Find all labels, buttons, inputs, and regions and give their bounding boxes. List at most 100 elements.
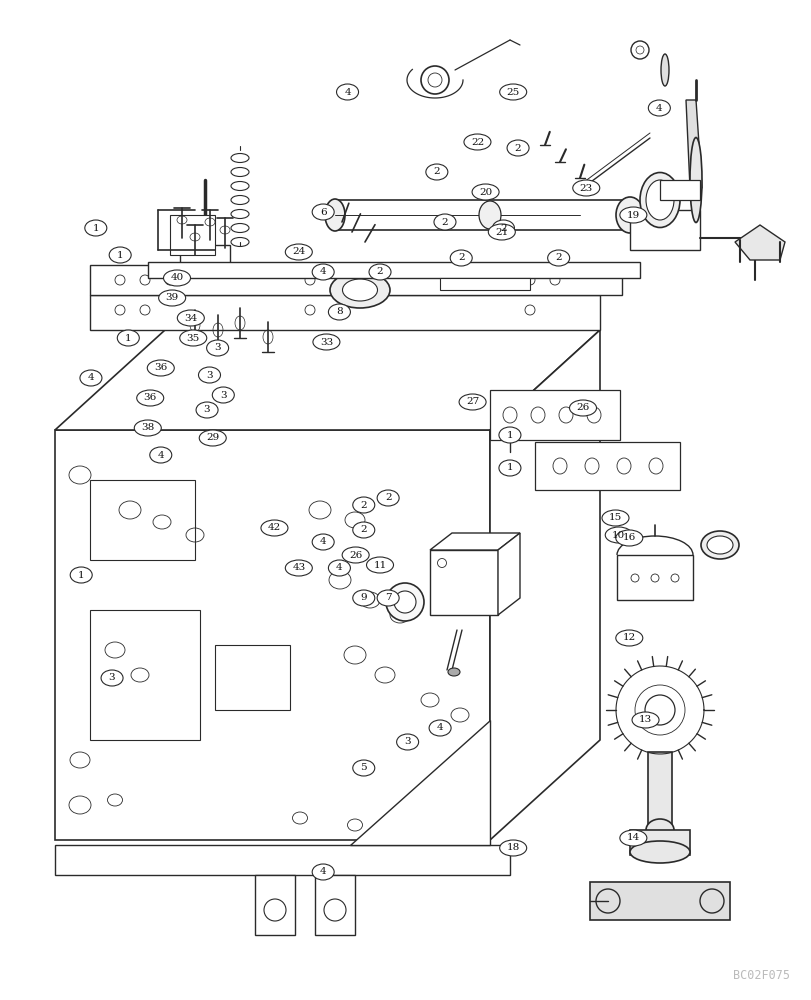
Ellipse shape bbox=[117, 330, 139, 346]
Ellipse shape bbox=[101, 670, 123, 686]
Ellipse shape bbox=[604, 527, 632, 543]
Ellipse shape bbox=[352, 760, 375, 776]
Ellipse shape bbox=[433, 214, 456, 230]
Ellipse shape bbox=[425, 164, 448, 180]
Text: 2: 2 bbox=[360, 526, 367, 534]
Text: 2: 2 bbox=[384, 493, 391, 502]
Text: 3: 3 bbox=[404, 737, 410, 746]
Text: 29: 29 bbox=[206, 434, 219, 442]
Ellipse shape bbox=[700, 531, 738, 559]
Polygon shape bbox=[534, 442, 679, 490]
Ellipse shape bbox=[396, 734, 418, 750]
Text: 1: 1 bbox=[117, 250, 123, 259]
Ellipse shape bbox=[615, 630, 642, 646]
Text: 40: 40 bbox=[170, 273, 183, 282]
Ellipse shape bbox=[328, 304, 350, 320]
Text: 26: 26 bbox=[349, 550, 362, 560]
Ellipse shape bbox=[177, 310, 204, 326]
Text: 36: 36 bbox=[144, 393, 157, 402]
Ellipse shape bbox=[487, 224, 515, 240]
Text: 36: 36 bbox=[154, 363, 167, 372]
Polygon shape bbox=[90, 480, 195, 560]
Ellipse shape bbox=[471, 184, 499, 200]
Text: 2: 2 bbox=[441, 218, 448, 227]
Ellipse shape bbox=[195, 402, 218, 418]
Text: 5: 5 bbox=[360, 764, 367, 772]
Ellipse shape bbox=[463, 134, 491, 150]
Ellipse shape bbox=[619, 207, 646, 223]
Polygon shape bbox=[489, 330, 599, 840]
Text: 7: 7 bbox=[384, 593, 391, 602]
Ellipse shape bbox=[84, 220, 107, 236]
Text: 27: 27 bbox=[466, 397, 478, 406]
Ellipse shape bbox=[79, 370, 102, 386]
Text: 21: 21 bbox=[495, 228, 508, 237]
Text: 1: 1 bbox=[125, 334, 131, 343]
Ellipse shape bbox=[646, 819, 673, 841]
Text: 2: 2 bbox=[376, 267, 383, 276]
Ellipse shape bbox=[163, 270, 191, 286]
Polygon shape bbox=[180, 245, 230, 270]
Polygon shape bbox=[148, 262, 639, 278]
Ellipse shape bbox=[706, 536, 732, 554]
Ellipse shape bbox=[311, 864, 334, 880]
Text: 2: 2 bbox=[514, 144, 521, 153]
Polygon shape bbox=[255, 875, 294, 935]
Text: 6: 6 bbox=[320, 208, 326, 217]
Text: 3: 3 bbox=[220, 390, 226, 399]
Ellipse shape bbox=[352, 590, 375, 606]
Text: 4: 4 bbox=[436, 723, 443, 732]
Ellipse shape bbox=[385, 583, 423, 621]
Text: 24: 24 bbox=[292, 247, 305, 256]
Ellipse shape bbox=[352, 497, 375, 513]
Text: 13: 13 bbox=[638, 715, 651, 724]
Text: 19: 19 bbox=[626, 211, 639, 220]
Ellipse shape bbox=[428, 720, 451, 736]
Ellipse shape bbox=[478, 201, 500, 229]
Text: 1: 1 bbox=[78, 570, 84, 579]
Ellipse shape bbox=[689, 138, 702, 223]
Ellipse shape bbox=[134, 420, 161, 436]
Text: 3: 3 bbox=[204, 405, 210, 414]
Ellipse shape bbox=[449, 250, 472, 266]
Text: 2: 2 bbox=[555, 253, 561, 262]
Polygon shape bbox=[215, 645, 290, 710]
Text: 16: 16 bbox=[622, 534, 635, 542]
Text: 15: 15 bbox=[608, 514, 621, 522]
Ellipse shape bbox=[619, 830, 646, 846]
Polygon shape bbox=[647, 752, 672, 830]
Text: 4: 4 bbox=[320, 267, 326, 276]
Ellipse shape bbox=[341, 547, 369, 563]
Polygon shape bbox=[430, 533, 519, 550]
Ellipse shape bbox=[639, 173, 679, 228]
Text: 10: 10 bbox=[611, 530, 624, 540]
Text: 4: 4 bbox=[655, 104, 662, 113]
Text: 38: 38 bbox=[141, 423, 154, 432]
Ellipse shape bbox=[616, 197, 643, 233]
Text: 9: 9 bbox=[360, 593, 367, 602]
Polygon shape bbox=[734, 225, 784, 260]
Polygon shape bbox=[489, 390, 620, 440]
Ellipse shape bbox=[199, 430, 226, 446]
Text: 2: 2 bbox=[360, 500, 367, 510]
Ellipse shape bbox=[615, 530, 642, 546]
Ellipse shape bbox=[147, 360, 174, 376]
Text: 8: 8 bbox=[336, 308, 342, 316]
Ellipse shape bbox=[329, 272, 389, 308]
Text: 22: 22 bbox=[470, 138, 483, 147]
Polygon shape bbox=[335, 200, 629, 230]
Text: 3: 3 bbox=[206, 370, 212, 379]
Ellipse shape bbox=[212, 387, 234, 403]
Text: 20: 20 bbox=[478, 188, 491, 197]
Text: 1: 1 bbox=[506, 464, 513, 473]
Ellipse shape bbox=[601, 510, 629, 526]
Polygon shape bbox=[55, 430, 489, 840]
Ellipse shape bbox=[366, 557, 393, 573]
Text: 2: 2 bbox=[433, 167, 440, 176]
Text: 25: 25 bbox=[506, 88, 519, 97]
Text: 42: 42 bbox=[268, 524, 281, 532]
Ellipse shape bbox=[393, 591, 415, 613]
Ellipse shape bbox=[499, 84, 526, 100]
Text: 35: 35 bbox=[187, 334, 200, 343]
Ellipse shape bbox=[179, 330, 207, 346]
